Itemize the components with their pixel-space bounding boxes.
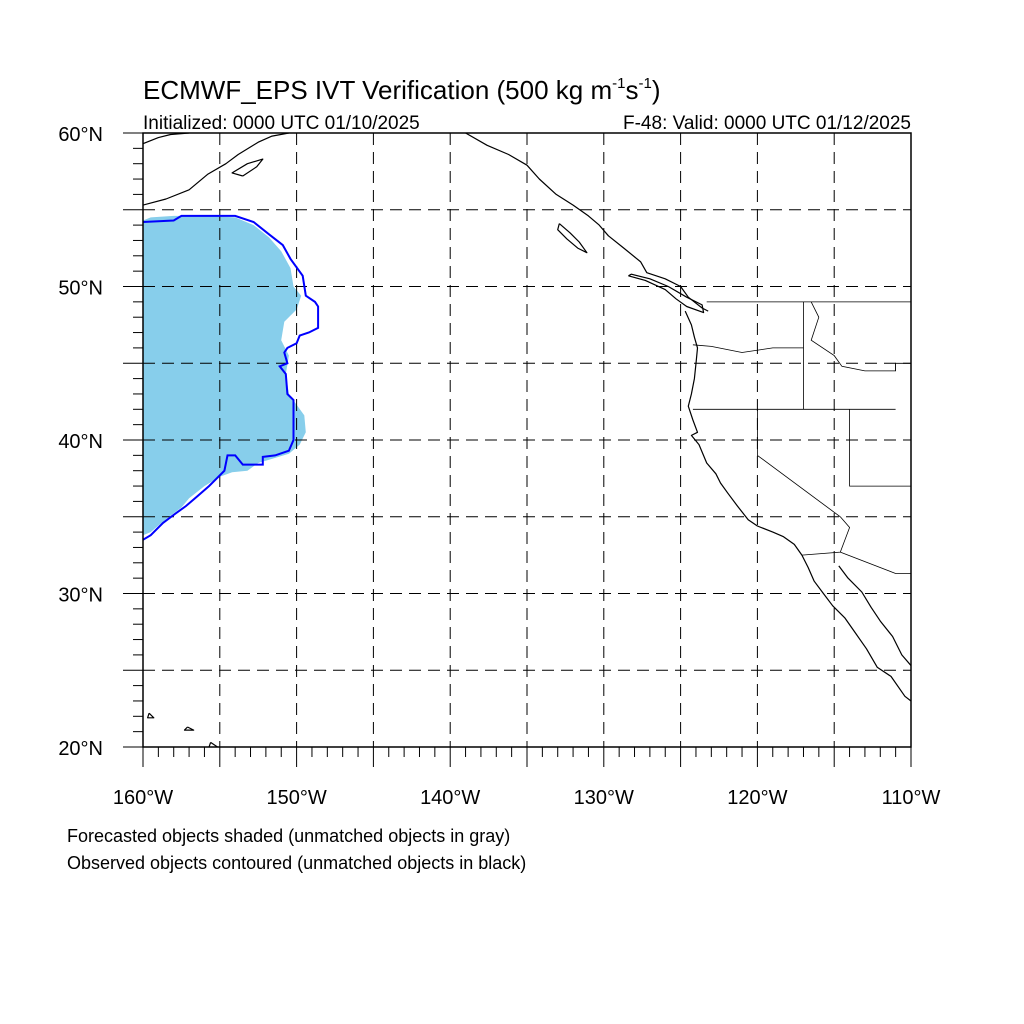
coastline-segment bbox=[231, 158, 264, 177]
valid-time-label: F-48: Valid: 0000 UTC 01/12/2025 bbox=[623, 113, 911, 134]
init-time-label: Initialized: 0000 UTC 01/10/2025 bbox=[143, 113, 420, 134]
axis-tick-labels: 160°W 150°W 140°W 130°W 120°W 110°W 60°N 50°N 40… bbox=[58, 124, 940, 809]
coastline-segment bbox=[208, 741, 219, 747]
observed-caption: Observed objects contoured (unmatched ob… bbox=[67, 853, 527, 873]
observed-object-contour bbox=[143, 214, 320, 541]
coastline-segment bbox=[557, 223, 588, 254]
lat-tick-label: 20°N bbox=[58, 738, 103, 760]
map-title: ECMWF_EPS IVT Verification (500 kg m-1s-… bbox=[143, 75, 660, 105]
coastline-segment bbox=[465, 133, 709, 312]
border-segment bbox=[692, 344, 804, 353]
map-gridlines bbox=[143, 133, 911, 747]
coastline-segment bbox=[838, 565, 911, 666]
lat-tick-label: 50°N bbox=[58, 278, 103, 300]
border-segment bbox=[849, 409, 911, 487]
coastline-segment bbox=[628, 273, 705, 314]
coastline-segment bbox=[143, 133, 290, 206]
coastlines bbox=[143, 133, 911, 747]
coastline-segment bbox=[147, 712, 155, 719]
forecast-caption: Forecasted objects shaded (unmatched obj… bbox=[67, 826, 511, 846]
border-segment bbox=[757, 409, 841, 518]
border-segment bbox=[801, 516, 851, 556]
lon-tick-label: 140°W bbox=[420, 787, 480, 809]
coastline-segment bbox=[684, 310, 911, 702]
plot-area bbox=[143, 133, 911, 747]
political-borders bbox=[692, 301, 911, 574]
lon-tick-label: 150°W bbox=[266, 787, 326, 809]
axis-ticks bbox=[123, 132, 912, 767]
lon-tick-label: 160°W bbox=[113, 787, 173, 809]
lat-tick-label: 30°N bbox=[58, 585, 103, 607]
lat-tick-label: 60°N bbox=[58, 124, 103, 146]
lat-tick-label: 40°N bbox=[58, 431, 103, 453]
border-segment bbox=[840, 551, 911, 574]
lon-tick-label: 110°W bbox=[882, 787, 941, 809]
forecast-object-shading bbox=[143, 215, 306, 536]
lon-tick-label: 120°W bbox=[727, 787, 787, 809]
coastline-segment bbox=[183, 726, 195, 731]
border-segment bbox=[810, 301, 911, 372]
lon-tick-label: 130°W bbox=[574, 787, 634, 809]
coastline-segment bbox=[143, 133, 190, 145]
